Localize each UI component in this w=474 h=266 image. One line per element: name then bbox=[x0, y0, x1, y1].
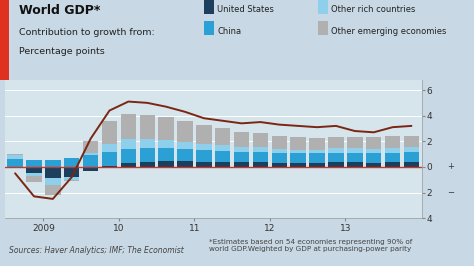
Text: Sources: Haver Analytics; IMF; ​The Economist: Sources: Haver Analytics; IMF; ​The Econ… bbox=[9, 246, 184, 255]
Bar bbox=[253, 163, 268, 167]
Bar bbox=[291, 163, 306, 167]
Bar bbox=[366, 163, 382, 167]
Bar bbox=[196, 144, 211, 150]
Bar bbox=[177, 161, 193, 167]
Bar bbox=[8, 154, 23, 155]
Bar bbox=[253, 152, 268, 163]
Text: World GDP*: World GDP* bbox=[19, 4, 100, 17]
Bar bbox=[404, 152, 419, 162]
Bar bbox=[139, 115, 155, 139]
Bar bbox=[385, 148, 401, 153]
Bar bbox=[139, 139, 155, 148]
Bar bbox=[385, 153, 401, 163]
Bar bbox=[139, 148, 155, 162]
Text: Contribution to growth from:: Contribution to growth from: bbox=[19, 28, 155, 37]
Bar bbox=[366, 153, 382, 163]
Bar bbox=[404, 147, 419, 152]
Bar bbox=[64, 158, 80, 167]
Text: +: + bbox=[447, 162, 454, 171]
Bar bbox=[26, 160, 42, 167]
Bar bbox=[139, 162, 155, 167]
Bar bbox=[102, 152, 117, 166]
Bar bbox=[158, 148, 174, 161]
Bar bbox=[64, 180, 80, 181]
Bar bbox=[347, 153, 363, 163]
Bar bbox=[177, 121, 193, 142]
Bar bbox=[158, 161, 174, 167]
Bar bbox=[234, 163, 249, 167]
Bar bbox=[215, 128, 230, 145]
Bar bbox=[120, 149, 136, 163]
Text: −: − bbox=[447, 188, 454, 197]
Bar bbox=[45, 178, 61, 185]
Bar bbox=[64, 177, 80, 180]
Text: Other rich countries: Other rich countries bbox=[331, 5, 415, 14]
Bar bbox=[385, 163, 401, 167]
Bar bbox=[120, 163, 136, 167]
Bar bbox=[234, 152, 249, 163]
Bar bbox=[83, 155, 99, 167]
Bar bbox=[8, 155, 23, 159]
Bar bbox=[310, 138, 325, 149]
Bar bbox=[158, 140, 174, 148]
Bar bbox=[253, 147, 268, 152]
Bar bbox=[347, 163, 363, 167]
Bar bbox=[64, 167, 80, 177]
Bar bbox=[272, 136, 287, 149]
Bar bbox=[272, 163, 287, 167]
Bar bbox=[158, 117, 174, 140]
Bar bbox=[196, 125, 211, 144]
Bar bbox=[328, 148, 344, 153]
Bar bbox=[291, 138, 306, 149]
Bar bbox=[291, 149, 306, 153]
Text: Percentage points: Percentage points bbox=[19, 47, 105, 56]
Bar bbox=[120, 139, 136, 149]
Bar bbox=[120, 114, 136, 139]
Bar bbox=[26, 176, 42, 182]
Bar bbox=[215, 151, 230, 162]
Bar bbox=[215, 162, 230, 167]
Bar bbox=[234, 147, 249, 152]
Bar bbox=[404, 162, 419, 167]
Bar bbox=[272, 153, 287, 163]
Text: Other emerging economies: Other emerging economies bbox=[331, 27, 446, 36]
Bar bbox=[102, 166, 117, 167]
Bar bbox=[177, 149, 193, 161]
Bar bbox=[347, 138, 363, 148]
Bar bbox=[83, 153, 99, 155]
Bar bbox=[196, 150, 211, 162]
Bar bbox=[366, 149, 382, 153]
Bar bbox=[26, 167, 42, 173]
Bar bbox=[347, 148, 363, 153]
Bar bbox=[102, 144, 117, 152]
Bar bbox=[328, 153, 344, 163]
Bar bbox=[83, 167, 99, 171]
Text: China: China bbox=[217, 27, 241, 36]
Bar bbox=[272, 149, 287, 153]
Bar bbox=[8, 159, 23, 167]
Bar bbox=[45, 167, 61, 178]
Bar bbox=[102, 121, 117, 144]
Bar bbox=[8, 167, 23, 168]
Bar bbox=[26, 173, 42, 176]
Bar bbox=[45, 160, 61, 167]
Bar bbox=[404, 135, 419, 147]
Bar bbox=[328, 163, 344, 167]
Bar bbox=[177, 142, 193, 149]
Bar bbox=[253, 133, 268, 147]
Text: United States: United States bbox=[217, 5, 274, 14]
Bar bbox=[196, 162, 211, 167]
Bar bbox=[366, 138, 382, 149]
Bar bbox=[310, 153, 325, 163]
Bar bbox=[83, 141, 99, 153]
Bar bbox=[215, 145, 230, 151]
Bar bbox=[291, 153, 306, 163]
Text: *Estimates based on 54 economies representing 90% of
world GDP.Weighted by GDP a: *Estimates based on 54 economies represe… bbox=[209, 239, 412, 252]
Bar bbox=[310, 149, 325, 153]
Bar bbox=[328, 137, 344, 148]
Bar bbox=[234, 132, 249, 147]
Bar bbox=[45, 185, 61, 195]
Bar bbox=[310, 163, 325, 167]
Bar bbox=[385, 136, 401, 148]
